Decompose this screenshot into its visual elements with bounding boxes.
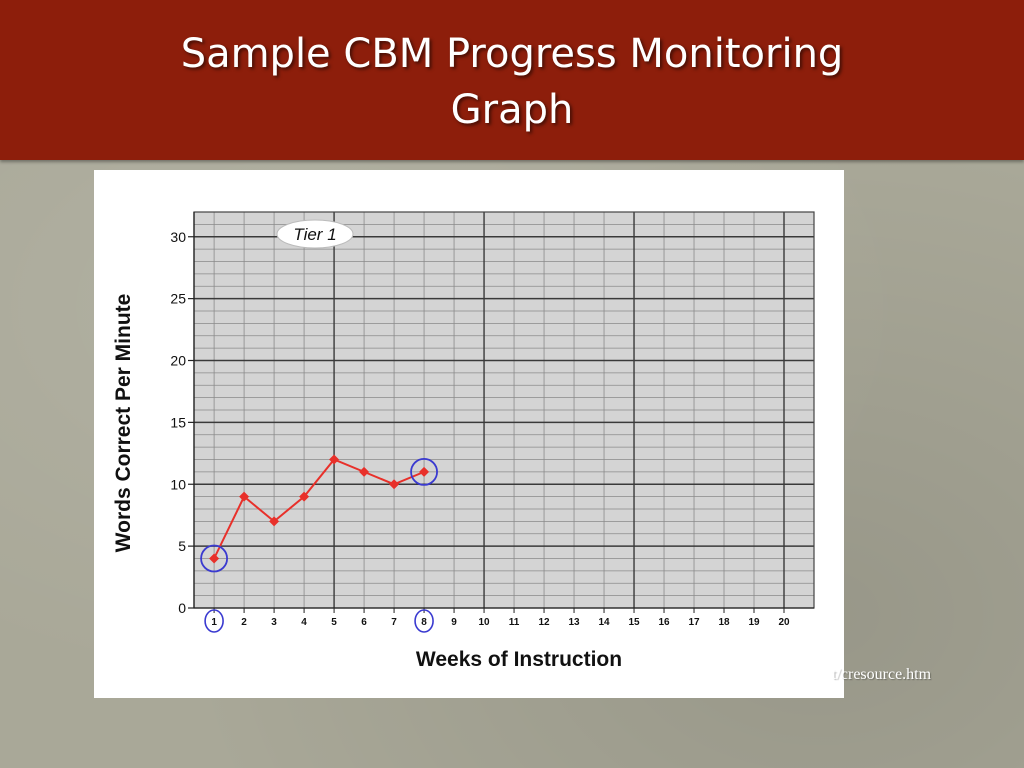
data-point-highlight-circle (410, 457, 438, 486)
x-tick-label: 10 (478, 617, 490, 628)
x-tick-label: 15 (628, 617, 640, 628)
x-tick-label: 4 (301, 617, 307, 628)
y-tick-label: 20 (170, 353, 186, 369)
y-tick-label: 15 (170, 414, 186, 430)
x-tick-label: 9 (451, 617, 457, 628)
data-point-marker (419, 466, 430, 477)
x-tick-label: 8 (421, 617, 427, 628)
chart-panel: 0 5 10 15 20 25 30 1 2 3 4 5 6 7 8 9 10 11 12 13 14 15 16 17 18 1… (94, 170, 844, 698)
slide-title-line-1: Sample CBM Progress Monitoring (180, 31, 844, 77)
data-point-marker (329, 454, 340, 465)
data-point-marker (299, 491, 310, 502)
data-point-marker (209, 553, 220, 564)
data-point-marker (239, 491, 250, 502)
tier-annotation-label: Tier 1 (293, 225, 336, 244)
data-point-marker (389, 479, 400, 490)
y-tick-label: 30 (170, 229, 186, 245)
x-tick-label: 20 (778, 617, 790, 628)
x-tick-label: 19 (748, 617, 760, 628)
tier-annotation: Tier 1 (276, 219, 354, 249)
x-tick-highlight-circle (204, 609, 224, 633)
x-tick-label: 2 (241, 617, 247, 628)
data-point-marker (269, 516, 280, 527)
tier-annotation-bubble (276, 219, 354, 249)
slide-title-line-2: Graph (450, 87, 574, 133)
chart-series (200, 454, 438, 573)
x-tick-label: 16 (658, 617, 670, 628)
x-tick-label: 6 (361, 617, 367, 628)
series-line (213, 458, 425, 559)
chart-grid (193, 211, 815, 609)
x-tick-label: 7 (391, 617, 397, 628)
x-tick-label: 11 (509, 617, 520, 628)
x-tick-label: 1 (211, 617, 217, 628)
x-tick-label: 12 (538, 617, 550, 628)
y-tick-label: 0 (178, 600, 186, 616)
y-tick-label: 10 (170, 476, 186, 492)
x-tick-label: 14 (598, 617, 610, 628)
data-point-highlight-circle (200, 544, 228, 573)
x-tick-label: 13 (568, 617, 580, 628)
y-axis-title: Words Correct Per Minute (112, 294, 135, 553)
data-point-marker (359, 466, 370, 477)
x-tick-label: 5 (331, 617, 337, 628)
source-url-fragment: t/cresource.htm (832, 666, 932, 683)
x-tick-highlight-circle (414, 609, 434, 633)
x-tick-label: 3 (271, 617, 277, 628)
x-tick-label: 18 (718, 617, 730, 628)
y-tick-label: 5 (178, 538, 186, 554)
y-tick-label: 25 (170, 291, 186, 307)
x-axis-title: Weeks of Instruction (416, 648, 622, 671)
slide-title: Sample CBM Progress Monitoring Graph (112, 26, 912, 138)
x-tick-label: 17 (688, 617, 700, 628)
title-bar: Sample CBM Progress Monitoring Graph (0, 0, 1024, 160)
